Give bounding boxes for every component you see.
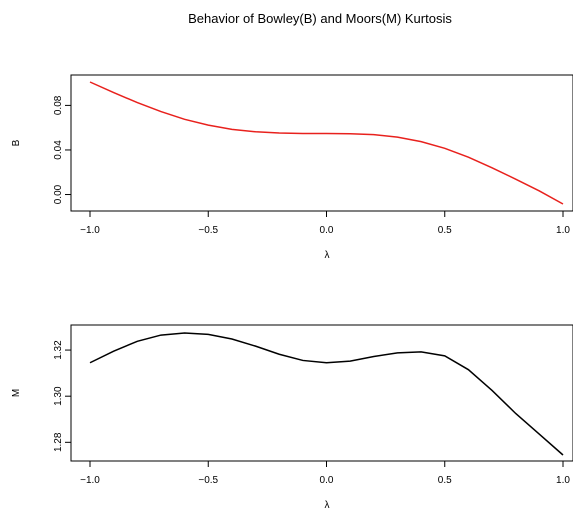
panel-bowley-y-label: B bbox=[11, 139, 22, 146]
panel-bowley-x-tick-label: 1.0 bbox=[556, 225, 570, 236]
panel-moors-y-axis: 1.28 1.30 1.32 bbox=[53, 340, 72, 452]
panel-bowley-x-tick-label: 0.5 bbox=[438, 225, 452, 236]
panel-moors-series-line bbox=[89, 332, 564, 456]
panel-moors-y-tick-label: 1.28 bbox=[53, 432, 64, 452]
panel-moors-x-tick-label: −1.0 bbox=[80, 475, 100, 486]
figure-title: Behavior of Bowley(B) and Moors(M) Kurto… bbox=[188, 11, 452, 26]
panel-moors-x-tick-label: 0.5 bbox=[438, 475, 452, 486]
panel-bowley-y-tick-label: 0.00 bbox=[53, 184, 64, 204]
panel-moors-x-tick-label: −0.5 bbox=[198, 475, 218, 486]
panel-moors-x-label: λ bbox=[325, 500, 330, 511]
panel-bowley: −1.0 −0.5 0.0 0.5 1.0 0.00 0.04 0.08 λ B bbox=[11, 74, 573, 261]
panel-bowley-x-label: λ bbox=[325, 250, 330, 261]
panel-bowley-x-axis: −1.0 −0.5 0.0 0.5 1.0 bbox=[80, 210, 570, 236]
panel-bowley-x-tick-label: −1.0 bbox=[80, 225, 100, 236]
panel-bowley-y-axis: 0.00 0.04 0.08 bbox=[53, 95, 72, 204]
panel-moors-x-tick-label: 1.0 bbox=[556, 475, 570, 486]
panel-moors-x-tick-label: 0.0 bbox=[320, 475, 334, 486]
panel-moors-x-axis: −1.0 −0.5 0.0 0.5 1.0 bbox=[80, 460, 570, 486]
panel-moors-y-tick-label: 1.30 bbox=[53, 386, 64, 406]
panel-moors-y-tick-label: 1.32 bbox=[53, 340, 64, 360]
panel-bowley-x-tick-label: −0.5 bbox=[198, 225, 218, 236]
panel-moors-y-label: M bbox=[11, 389, 22, 397]
panel-bowley-series-line bbox=[89, 81, 564, 205]
panel-bowley-y-tick-label: 0.04 bbox=[53, 140, 64, 160]
panel-moors: −1.0 −0.5 0.0 0.5 1.0 1.28 1.30 1.32 λ M bbox=[11, 324, 573, 511]
panel-bowley-y-tick-label: 0.08 bbox=[53, 95, 64, 115]
panel-moors-box bbox=[70, 324, 573, 462]
panel-bowley-x-tick-label: 0.0 bbox=[320, 225, 334, 236]
panel-bowley-box bbox=[70, 74, 573, 212]
